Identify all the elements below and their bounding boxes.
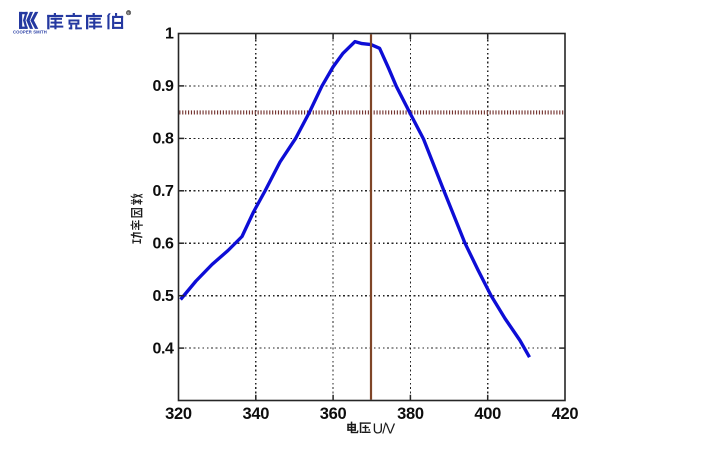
svg-text:1: 1 [165,26,174,43]
svg-text:400: 400 [474,405,501,423]
svg-text:380: 380 [397,405,424,423]
svg-text:COOPER SMITH: COOPER SMITH [13,30,47,35]
svg-text:340: 340 [242,405,269,423]
svg-text:0.5: 0.5 [152,288,174,305]
svg-text:0.4: 0.4 [152,340,174,357]
svg-text:420: 420 [552,405,579,423]
svg-text:0.6: 0.6 [152,235,174,252]
svg-text:320: 320 [165,405,192,423]
svg-text:U/V: U/V [373,422,396,438]
svg-text:360: 360 [320,405,347,423]
svg-text:0.7: 0.7 [152,183,174,200]
svg-text:0.8: 0.8 [152,131,174,148]
svg-text:0.9: 0.9 [152,78,174,95]
